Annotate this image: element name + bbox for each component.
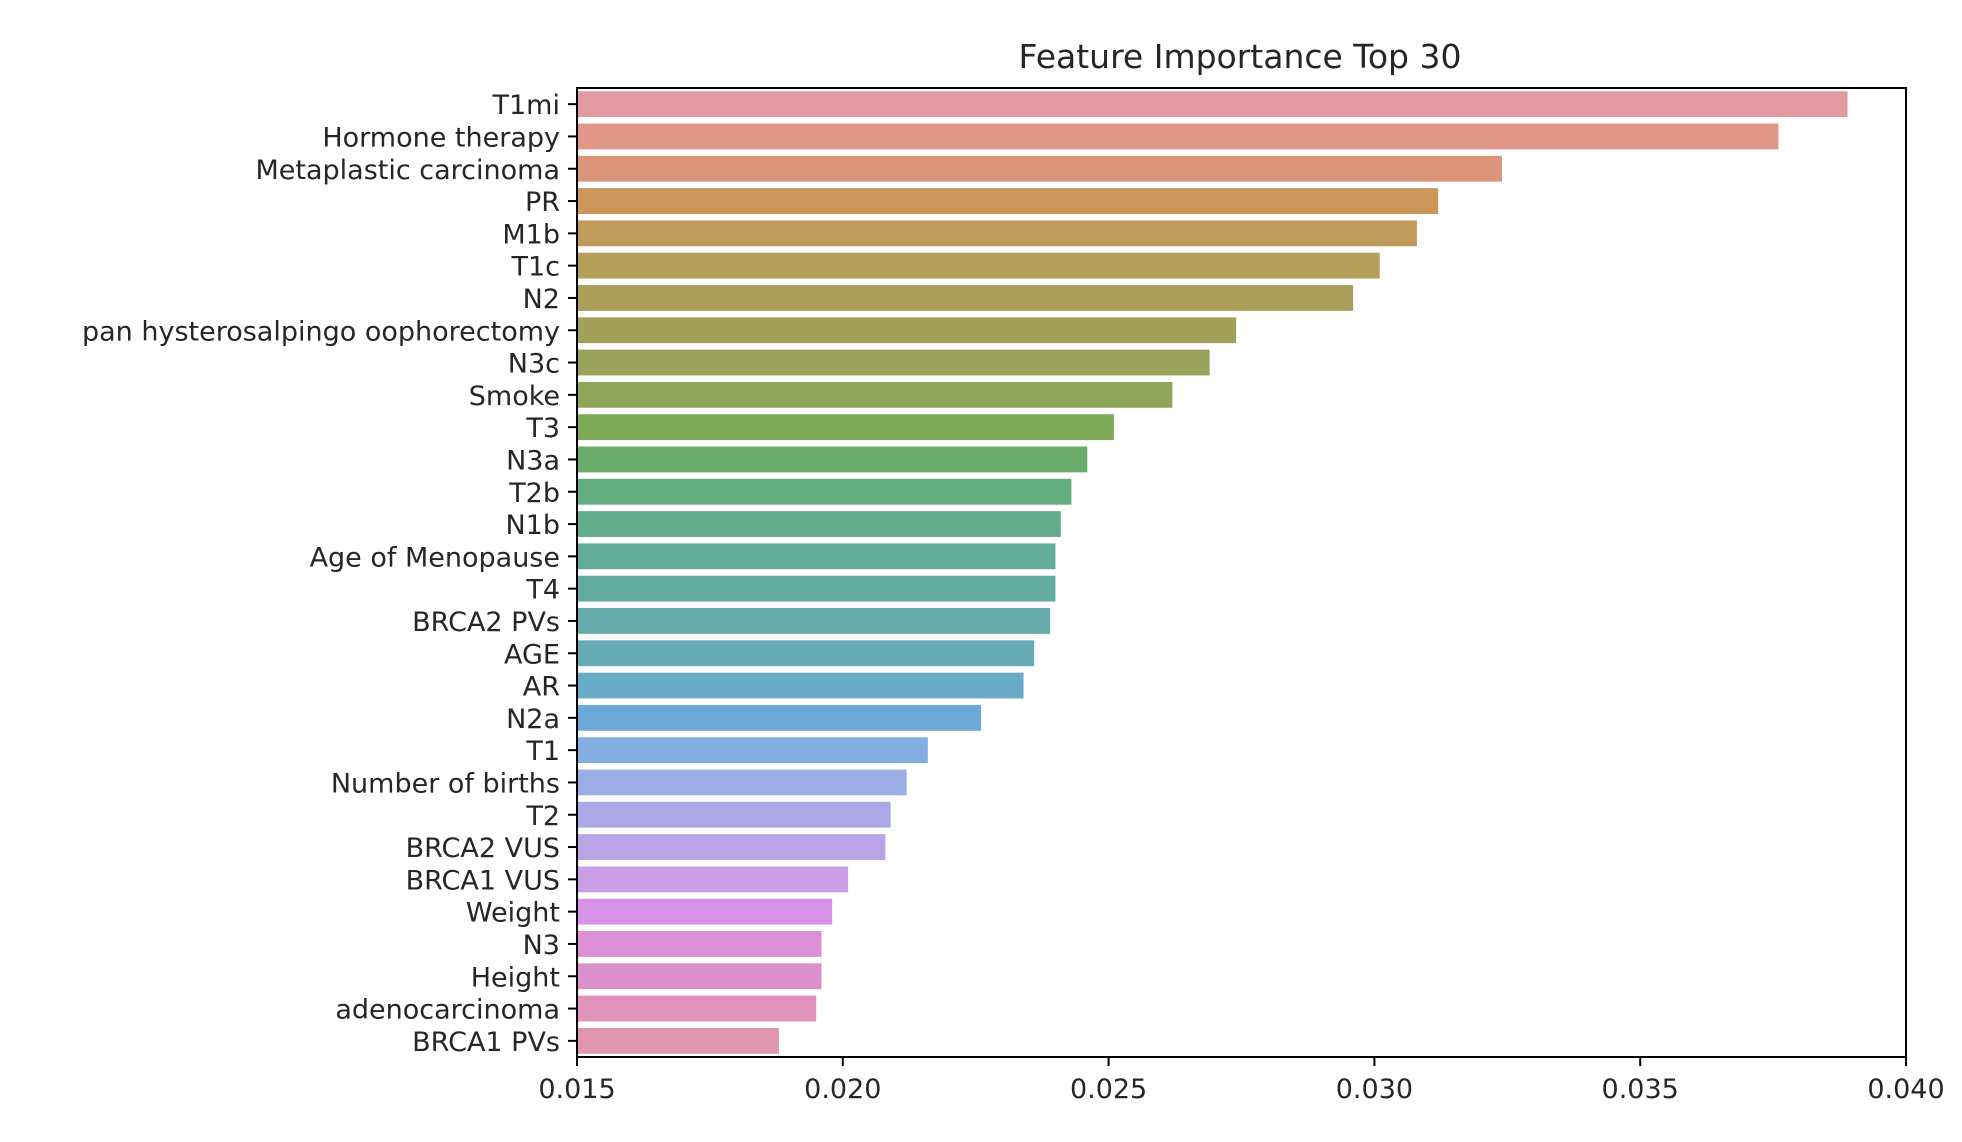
y-tick-label: BRCA1 PVs bbox=[412, 1027, 560, 1058]
y-tick-label: BRCA2 VUS bbox=[406, 833, 560, 864]
y-tick-label: AR bbox=[523, 672, 560, 703]
bar bbox=[577, 252, 1380, 279]
y-tick-label: T3 bbox=[525, 413, 560, 444]
x-tick-label: 0.035 bbox=[1602, 1074, 1679, 1105]
y-tick-label: T1 bbox=[525, 736, 560, 767]
y-tick-label: N2 bbox=[523, 284, 560, 315]
y-tick-label: Age of Menopause bbox=[310, 542, 560, 573]
bar bbox=[577, 995, 817, 1022]
bars-group bbox=[577, 91, 1848, 1054]
y-tick-label: BRCA1 VUS bbox=[406, 865, 560, 896]
bar bbox=[577, 769, 907, 796]
y-tick-label: T1c bbox=[510, 252, 560, 283]
bar bbox=[577, 575, 1056, 602]
bar bbox=[577, 543, 1056, 570]
x-axis: 0.015 0.020 0.025 0.030 0.035 0.040 bbox=[538, 1057, 1945, 1105]
y-tick-label: pan hysterosalpingo oophorectomy bbox=[82, 316, 560, 347]
x-tick-label: 0.040 bbox=[1867, 1074, 1944, 1105]
bar bbox=[577, 414, 1114, 441]
y-tick-label: Metaplastic carcinoma bbox=[255, 155, 560, 186]
bar bbox=[577, 1027, 780, 1054]
plot-frame bbox=[576, 87, 1907, 1058]
x-tick-label: 0.015 bbox=[538, 1074, 615, 1105]
bar bbox=[577, 220, 1417, 247]
bar bbox=[577, 801, 891, 828]
bar bbox=[577, 898, 833, 925]
y-tick-label: Weight bbox=[466, 898, 560, 929]
y-tick-label: AGE bbox=[504, 639, 560, 670]
bar bbox=[577, 963, 822, 990]
x-tick-label: 0.030 bbox=[1336, 1074, 1413, 1105]
bar bbox=[577, 381, 1173, 408]
x-tick-label: 0.020 bbox=[804, 1074, 881, 1105]
bar bbox=[577, 672, 1024, 699]
y-tick-label: Smoke bbox=[469, 381, 560, 412]
bar bbox=[577, 511, 1061, 537]
bar bbox=[577, 931, 822, 957]
x-tick-label: 0.025 bbox=[1070, 1074, 1147, 1105]
bar bbox=[577, 866, 849, 893]
bar bbox=[577, 285, 1354, 311]
bar bbox=[577, 737, 928, 764]
y-tick-label: N3a bbox=[506, 445, 560, 476]
bar bbox=[577, 834, 886, 860]
bar bbox=[577, 349, 1210, 376]
y-tick-label: Hormone therapy bbox=[322, 122, 560, 153]
bar bbox=[577, 478, 1072, 505]
y-tick-label: Height bbox=[471, 962, 560, 993]
y-tick-label: PR bbox=[525, 187, 560, 218]
bar bbox=[577, 91, 1848, 118]
y-tick-label: BRCA2 PVs bbox=[412, 607, 560, 638]
y-tick-label: adenocarcinoma bbox=[335, 995, 560, 1026]
chart-title: Feature Importance Top 30 bbox=[1019, 37, 1462, 76]
bar bbox=[577, 188, 1439, 214]
bar bbox=[577, 640, 1035, 667]
bar bbox=[577, 155, 1502, 182]
y-tick-label: Number of births bbox=[331, 768, 560, 799]
bar bbox=[577, 317, 1237, 344]
y-tick-label: N1b bbox=[505, 510, 560, 541]
bar bbox=[577, 704, 982, 731]
bar bbox=[577, 123, 1779, 150]
y-tick-label: T2b bbox=[508, 478, 560, 509]
y-tick-label: T4 bbox=[525, 575, 560, 606]
y-tick-label: T1mi bbox=[492, 90, 560, 121]
y-tick-label: N3 bbox=[523, 930, 560, 961]
y-tick-label: N2a bbox=[506, 704, 560, 735]
y-tick-label: T2 bbox=[525, 801, 560, 832]
y-tick-label: M1b bbox=[502, 219, 560, 250]
bar bbox=[577, 446, 1088, 473]
bar bbox=[577, 608, 1051, 634]
y-tick-label: N3c bbox=[508, 349, 560, 380]
